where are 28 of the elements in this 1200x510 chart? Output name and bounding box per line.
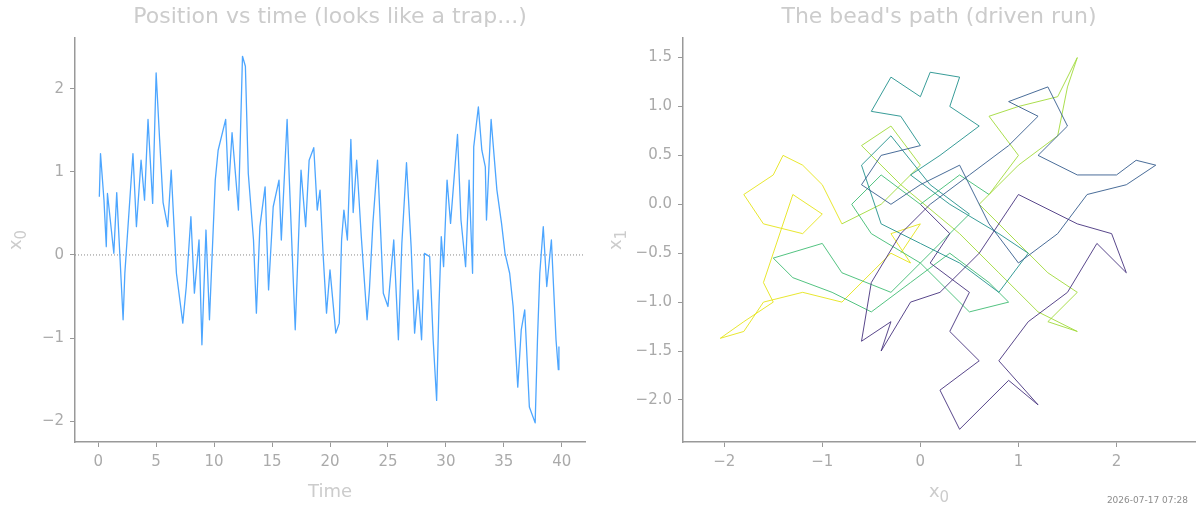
x-tick-label: 30 bbox=[436, 451, 456, 470]
x-tick-label: 2 bbox=[1111, 451, 1122, 470]
y-tick-label: −1 bbox=[41, 327, 64, 346]
y-tick-label: 1.5 bbox=[648, 47, 672, 66]
x-tick-label: 25 bbox=[378, 451, 398, 470]
x-tick-label: 0 bbox=[93, 451, 103, 470]
y-tick-label: 1 bbox=[54, 161, 64, 180]
x-tick-label: −2 bbox=[713, 451, 736, 470]
x-tick-label: 20 bbox=[320, 451, 340, 470]
y-tick-label: 0.5 bbox=[648, 145, 672, 164]
x-tick-label: 0 bbox=[915, 451, 926, 470]
x-tick-label: 1 bbox=[1013, 451, 1024, 470]
y-tick-label: −2 bbox=[41, 411, 64, 430]
y-tick-label: 1.0 bbox=[648, 96, 672, 115]
y-tick-label: −1.0 bbox=[635, 292, 672, 311]
x-tick-label: −1 bbox=[811, 451, 834, 470]
y-tick-label: −0.5 bbox=[635, 243, 672, 262]
y-tick-label: −2.0 bbox=[635, 389, 672, 408]
x-tick-label: 15 bbox=[262, 451, 282, 470]
x-tick-label: 5 bbox=[151, 451, 161, 470]
y-tick-label: 0 bbox=[54, 244, 64, 263]
y-tick-label: 2 bbox=[54, 78, 64, 97]
x-tick-label: 35 bbox=[494, 451, 514, 470]
text: 2026-07-17 07:28 bbox=[1106, 495, 1188, 505]
x-tick-label: 40 bbox=[552, 451, 572, 470]
y-tick-label: −1.5 bbox=[635, 340, 672, 359]
x-tick-label: 10 bbox=[204, 451, 224, 470]
y-tick-label: 0.0 bbox=[648, 194, 672, 213]
